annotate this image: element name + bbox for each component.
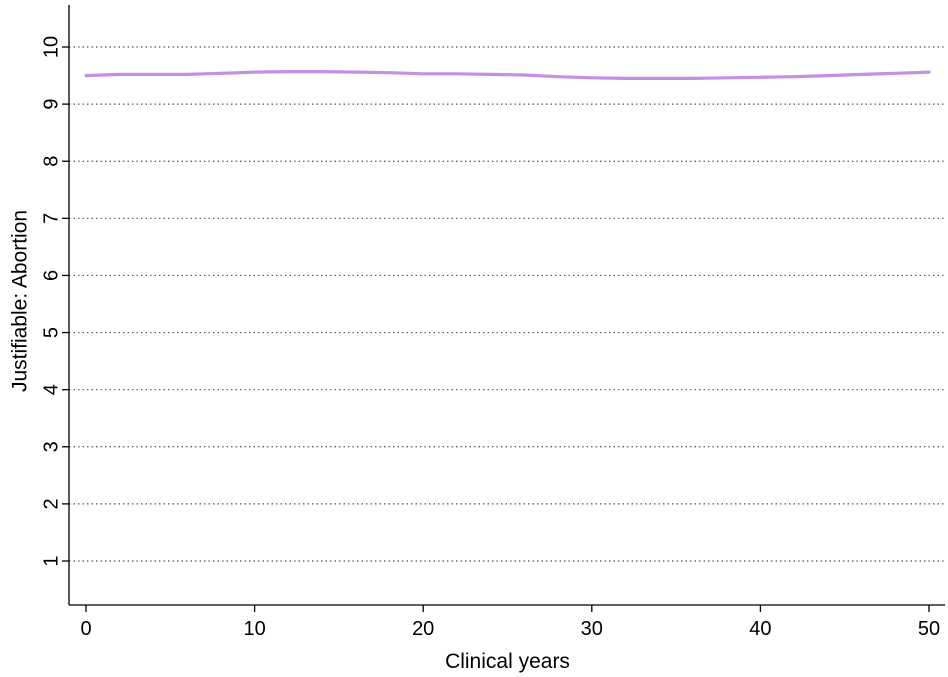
y-tick-label: 5 — [40, 327, 62, 338]
x-axis-title: Clinical years — [445, 650, 570, 673]
y-tick-label: 9 — [40, 99, 62, 110]
series-line-0 — [84, 69, 931, 81]
x-axis: 0 10 20 30 40 50 — [69, 604, 945, 640]
y-tick-label: 3 — [40, 441, 62, 452]
y-tick-label: 6 — [40, 270, 62, 281]
y-tick-label: 4 — [40, 384, 62, 395]
x-tick-label: 40 — [749, 618, 771, 640]
y-tick-label: 7 — [40, 213, 62, 224]
y-tick-label: 1 — [40, 555, 62, 566]
y-tick-label: 10 — [40, 36, 62, 58]
x-tick-label: 10 — [243, 618, 265, 640]
x-tick-label: 20 — [412, 618, 434, 640]
y-tick-label: 2 — [40, 498, 62, 509]
x-tick-label: 0 — [80, 618, 91, 640]
y-axis: 1 2 3 4 5 6 7 8 9 10 — [40, 5, 70, 605]
x-tick-label: 30 — [581, 618, 603, 640]
x-tick-label: 50 — [918, 618, 940, 640]
series-layer — [84, 69, 931, 81]
y-axis-title: Justifiable: Abortion — [9, 210, 32, 392]
grid-lines — [69, 46, 945, 562]
y-tick-label: 8 — [40, 156, 62, 167]
